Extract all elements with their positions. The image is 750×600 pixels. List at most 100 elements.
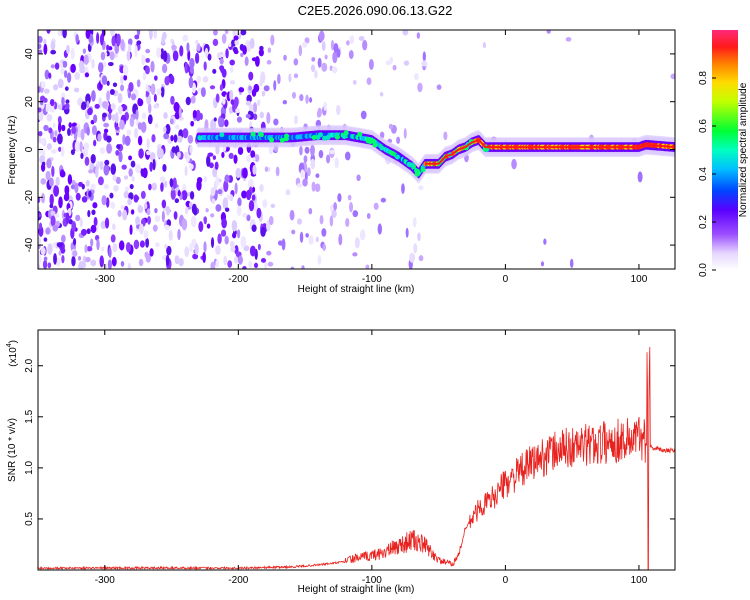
ridge-blob	[197, 135, 203, 141]
heatmap-cell	[99, 147, 106, 154]
heatmap-cell	[75, 34, 79, 44]
heatmap-cell	[97, 176, 104, 186]
heatmap-cell	[153, 93, 157, 103]
heatmap-cell	[177, 135, 183, 143]
heatmap-cell	[85, 179, 90, 187]
heatmap-cell	[240, 236, 247, 248]
heatmap-cell	[259, 184, 264, 192]
heatmap-cell	[129, 224, 133, 236]
heatmap-cell	[299, 145, 303, 156]
heatmap-cell	[221, 218, 227, 229]
heatmap-cell	[70, 63, 76, 73]
heatmap-cell	[155, 47, 162, 58]
heatmap-cell	[103, 128, 109, 134]
heatmap-cell	[126, 129, 132, 136]
heatmap-cell	[209, 85, 216, 90]
heatmap-cell	[277, 73, 281, 85]
heatmap-cell	[184, 246, 190, 258]
heatmap-cell	[86, 245, 93, 252]
heatmap-cell	[249, 245, 256, 257]
heatmap-cell	[267, 261, 274, 267]
heatmap-cell	[110, 201, 116, 209]
heatmap-cell	[396, 136, 401, 145]
heatmap-cell	[84, 156, 90, 166]
heatmap-cell	[329, 149, 335, 155]
heatmap-cell	[74, 140, 80, 153]
heatmap-cell	[123, 191, 129, 199]
heatmap-cell	[236, 205, 242, 216]
heatmap-cell	[110, 163, 117, 175]
heatmap-cell	[50, 49, 57, 55]
heatmap-cell	[91, 125, 97, 136]
heatmap-cell	[145, 48, 151, 54]
heatmap-cell	[146, 150, 151, 156]
heatmap-cell	[164, 76, 170, 86]
heatmap-cell	[38, 49, 43, 54]
heatmap-cell	[296, 183, 303, 188]
heatmap-cell	[38, 131, 43, 137]
heatmap-cell	[253, 83, 260, 93]
heatmap-cell	[511, 158, 517, 170]
heatmap-cell	[242, 266, 247, 269]
heatmap-cell	[234, 182, 238, 195]
heatmap-cell	[215, 93, 220, 103]
heatmap-cell	[210, 261, 216, 269]
heatmap-cell	[360, 110, 367, 120]
heatmap-cell	[200, 87, 206, 98]
heatmap-cell	[130, 93, 137, 101]
heatmap-cell	[212, 155, 217, 160]
x-tick-label: -300	[95, 575, 115, 586]
heatmap-cell	[133, 194, 139, 203]
heatmap-cell	[267, 167, 271, 172]
heatmap-cell	[171, 44, 177, 51]
heatmap-cell	[262, 199, 268, 208]
heatmap-cell	[160, 86, 165, 98]
heatmap-cell	[230, 99, 235, 105]
heatmap-cell	[39, 137, 46, 145]
heatmap-cell	[380, 197, 387, 203]
heatmap-cell	[162, 63, 168, 74]
heatmap-cell	[186, 42, 190, 53]
heatmap-cell	[252, 102, 258, 113]
heatmap-cell	[543, 238, 547, 245]
heatmap-cell	[93, 216, 98, 227]
heatmap-cell	[187, 134, 194, 144]
heatmap-cell	[251, 224, 257, 233]
heatmap-cell	[251, 157, 256, 162]
heatmap-cell	[41, 192, 46, 204]
heatmap-cell	[306, 167, 311, 177]
heatmap-cell	[212, 38, 219, 47]
y-tick-label: 20	[24, 96, 35, 108]
heatmap-cell	[275, 166, 280, 177]
heatmap-cell	[403, 60, 410, 66]
heatmap-cell	[120, 75, 124, 85]
heatmap-cell	[334, 157, 339, 169]
heatmap-cell	[162, 50, 168, 62]
heatmap-cell	[75, 192, 81, 201]
heatmap-cell	[317, 255, 322, 265]
heatmap-cell	[38, 236, 42, 246]
heatmap-cell	[178, 116, 184, 121]
heatmap-cell	[359, 229, 366, 241]
heatmap-cell	[147, 215, 151, 225]
heatmap-cell	[310, 64, 316, 72]
heatmap-cell	[105, 197, 110, 208]
heatmap-cell	[259, 78, 263, 87]
heatmap-cell	[261, 90, 266, 97]
heatmap-cell	[263, 85, 270, 92]
heatmap-cell	[637, 171, 643, 183]
heatmap-cell	[354, 237, 360, 249]
heatmap-cell	[118, 240, 125, 251]
heatmap-cell	[248, 85, 252, 91]
snr-frame	[37, 329, 676, 571]
heatmap-cell	[205, 208, 209, 213]
heatmap-cell	[236, 116, 243, 123]
heatmap-cell	[194, 52, 200, 64]
heatmap-cell	[43, 38, 47, 45]
heatmap-cell	[349, 35, 355, 45]
heatmap-cell	[106, 44, 110, 51]
heatmap-cell	[260, 258, 267, 263]
heatmap-cell	[188, 76, 194, 89]
heatmap-cell	[73, 238, 77, 246]
heatmap-cell	[111, 256, 117, 267]
